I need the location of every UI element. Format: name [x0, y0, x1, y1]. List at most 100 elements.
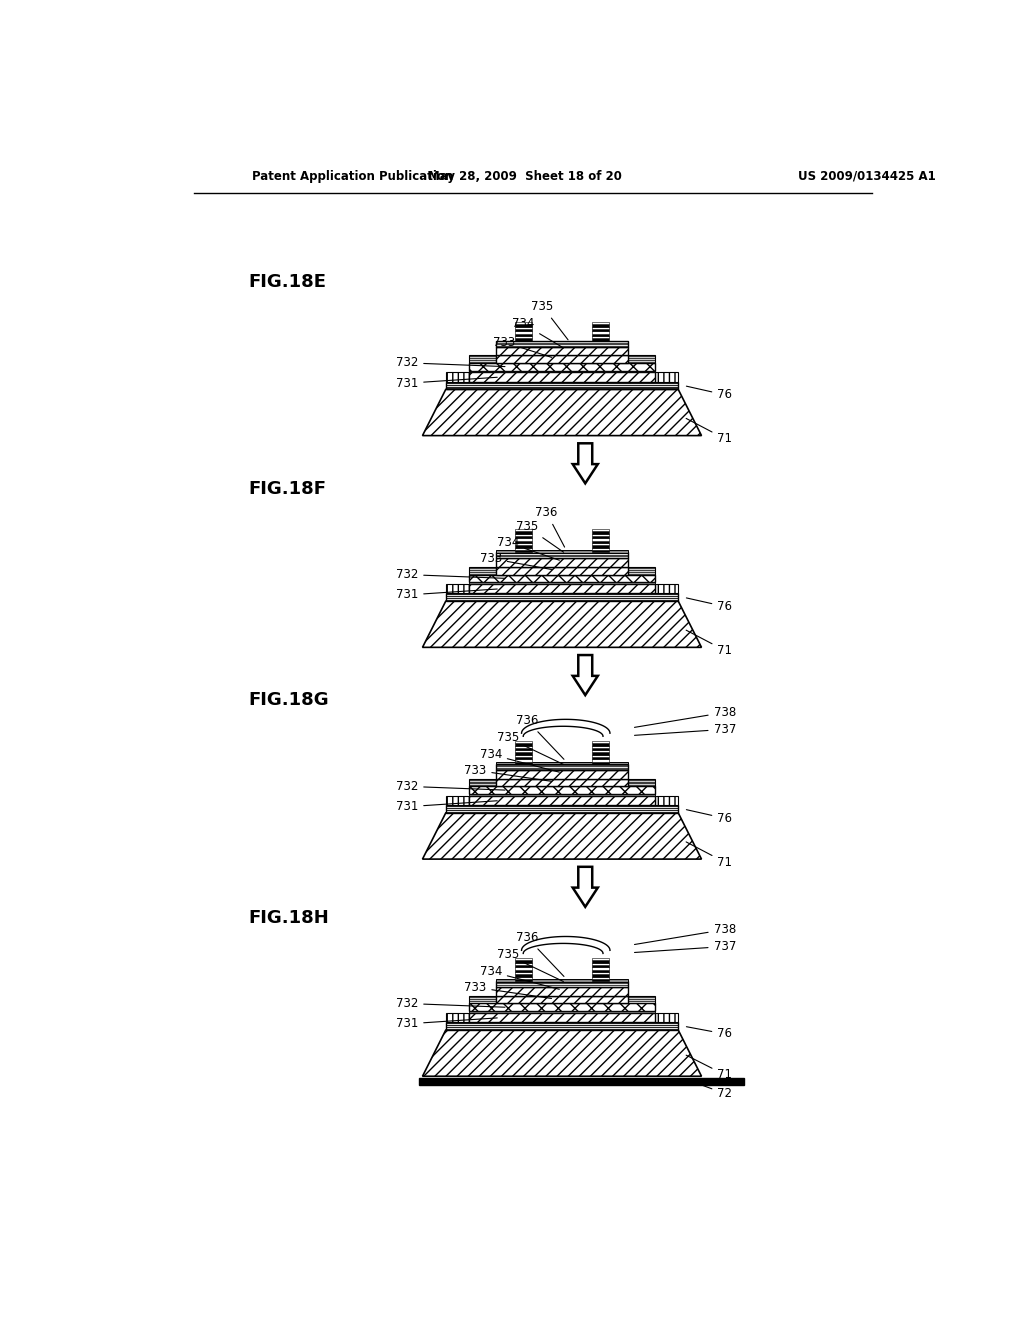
Text: 735: 735 — [497, 731, 563, 764]
Text: May 28, 2009  Sheet 18 of 20: May 28, 2009 Sheet 18 of 20 — [428, 169, 622, 182]
Text: Patent Application Publication: Patent Application Publication — [252, 169, 454, 182]
Text: 735: 735 — [497, 949, 563, 982]
Bar — [592, 752, 609, 755]
Bar — [592, 965, 609, 968]
Bar — [592, 541, 609, 543]
Text: 733: 733 — [493, 335, 552, 358]
Bar — [469, 795, 655, 796]
Bar — [592, 750, 609, 752]
Bar — [445, 372, 469, 381]
Bar — [628, 355, 655, 363]
Bar — [469, 1014, 655, 1022]
Bar — [592, 979, 609, 981]
Bar — [655, 372, 678, 381]
Bar — [592, 539, 609, 541]
Bar — [515, 334, 531, 335]
Text: 736: 736 — [516, 714, 564, 759]
Bar — [515, 326, 531, 329]
Bar — [469, 355, 496, 363]
Text: 734: 734 — [512, 317, 563, 348]
Bar — [469, 566, 496, 574]
Text: 737: 737 — [635, 723, 736, 735]
Bar — [515, 325, 531, 326]
Bar — [496, 566, 628, 574]
Text: 738: 738 — [635, 923, 736, 945]
Bar — [592, 743, 609, 746]
Bar — [445, 796, 469, 805]
Bar — [515, 759, 531, 762]
Bar — [469, 779, 496, 787]
Polygon shape — [572, 444, 598, 483]
Bar — [445, 1014, 469, 1022]
Bar — [469, 1011, 655, 1014]
Text: 732: 732 — [396, 568, 505, 581]
Bar — [445, 805, 678, 813]
Bar — [592, 758, 609, 759]
Bar — [592, 329, 609, 331]
Text: 734: 734 — [479, 965, 559, 989]
Bar — [592, 977, 609, 979]
Bar — [515, 536, 531, 539]
Bar — [515, 752, 531, 755]
Bar — [515, 748, 531, 750]
Bar — [469, 574, 655, 582]
Bar — [515, 965, 531, 968]
Bar — [515, 970, 531, 972]
Bar — [445, 585, 469, 594]
Polygon shape — [572, 867, 598, 907]
Bar — [592, 533, 609, 536]
Bar — [592, 325, 609, 326]
Text: 732: 732 — [396, 997, 505, 1010]
Bar — [515, 541, 531, 543]
Bar — [515, 338, 531, 341]
Bar — [515, 962, 531, 965]
Bar — [515, 543, 531, 545]
Text: 736: 736 — [536, 506, 564, 546]
Text: 71: 71 — [686, 1055, 732, 1081]
Bar — [592, 334, 609, 335]
Bar — [496, 341, 628, 347]
Text: 76: 76 — [686, 1027, 732, 1040]
Bar — [655, 796, 678, 805]
Text: 71: 71 — [686, 418, 732, 445]
Text: 732: 732 — [396, 356, 505, 370]
Text: 72: 72 — [694, 1082, 732, 1100]
Bar — [515, 974, 531, 977]
Text: FIG.18E: FIG.18E — [248, 273, 326, 290]
Text: 731: 731 — [396, 800, 498, 813]
Bar — [419, 1077, 744, 1085]
Bar — [592, 748, 609, 750]
Text: 734: 734 — [497, 536, 559, 560]
Text: 731: 731 — [396, 589, 498, 602]
Bar — [515, 550, 531, 552]
Polygon shape — [423, 601, 701, 647]
Bar — [515, 972, 531, 974]
Bar — [592, 970, 609, 972]
Text: 734: 734 — [479, 748, 559, 772]
Text: 76: 76 — [686, 387, 732, 401]
Bar — [515, 529, 531, 532]
Bar — [592, 338, 609, 341]
Bar — [515, 758, 531, 759]
Bar — [515, 743, 531, 746]
Bar — [496, 552, 628, 558]
Bar — [496, 764, 628, 770]
Text: 732: 732 — [396, 780, 505, 793]
Text: 733: 733 — [479, 552, 552, 569]
Bar — [515, 762, 531, 764]
Text: 76: 76 — [686, 598, 732, 612]
Bar — [592, 741, 609, 743]
Bar — [496, 558, 628, 566]
Bar — [592, 961, 609, 962]
Bar — [496, 981, 628, 987]
Bar — [515, 533, 531, 536]
Bar — [515, 331, 531, 334]
Bar — [592, 331, 609, 334]
Text: FIG.18G: FIG.18G — [248, 692, 329, 709]
Bar — [469, 585, 655, 594]
Bar — [592, 746, 609, 748]
Bar — [515, 532, 531, 533]
Text: 735: 735 — [516, 520, 563, 552]
Text: FIG.18H: FIG.18H — [248, 908, 329, 927]
Bar — [515, 335, 531, 338]
